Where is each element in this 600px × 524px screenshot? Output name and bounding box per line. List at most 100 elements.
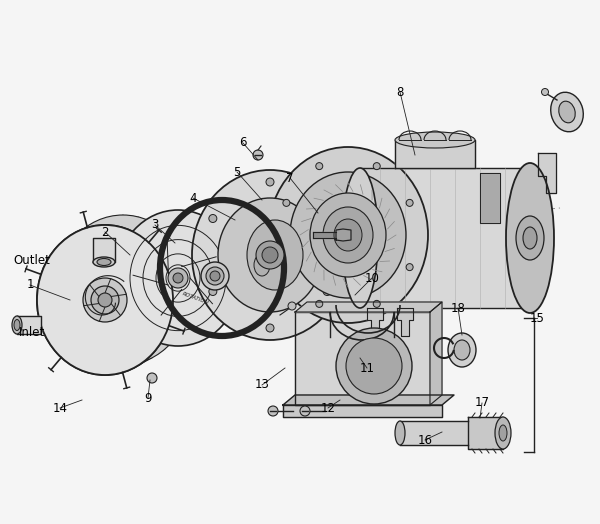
Polygon shape [395,140,475,168]
Polygon shape [283,405,442,417]
Text: ROTATION: ROTATION [182,291,210,305]
Text: 4: 4 [189,191,197,204]
Polygon shape [400,421,468,445]
Text: 18: 18 [451,301,466,314]
Ellipse shape [499,425,507,441]
Circle shape [542,89,548,95]
Text: 10: 10 [365,271,379,285]
Circle shape [316,300,323,308]
Polygon shape [283,395,454,405]
Polygon shape [360,168,530,308]
Polygon shape [468,417,503,449]
Ellipse shape [448,333,476,367]
Ellipse shape [37,225,173,375]
Circle shape [168,268,188,288]
Circle shape [147,373,157,383]
Ellipse shape [12,316,22,334]
Circle shape [373,162,380,170]
Ellipse shape [346,338,402,394]
Circle shape [91,286,119,314]
Polygon shape [480,173,500,223]
Ellipse shape [201,262,229,290]
Text: 17: 17 [475,397,490,409]
Circle shape [283,199,290,206]
Text: 12: 12 [320,401,335,414]
Ellipse shape [93,257,115,267]
Polygon shape [367,308,383,336]
Text: 9: 9 [144,391,152,405]
Circle shape [283,264,290,270]
Text: 6: 6 [239,136,247,149]
Circle shape [262,247,278,263]
Circle shape [406,264,413,270]
Ellipse shape [116,210,240,346]
Polygon shape [93,238,115,262]
Text: 2: 2 [101,225,109,238]
Polygon shape [430,302,442,405]
Ellipse shape [290,172,406,298]
Polygon shape [313,232,336,238]
Ellipse shape [310,193,386,277]
Circle shape [373,300,380,308]
Ellipse shape [454,340,470,360]
Text: 13: 13 [254,378,269,391]
Circle shape [316,162,323,170]
Ellipse shape [495,417,511,449]
Circle shape [323,288,331,296]
Circle shape [256,241,284,269]
Circle shape [300,406,310,416]
Text: 1: 1 [26,278,34,291]
Text: Inlet: Inlet [19,325,45,339]
Ellipse shape [395,421,405,445]
Ellipse shape [506,163,554,313]
Circle shape [98,293,112,307]
Polygon shape [336,229,351,241]
Ellipse shape [97,258,111,266]
Circle shape [268,406,278,416]
Ellipse shape [218,198,322,312]
Text: 3: 3 [151,219,158,232]
Ellipse shape [55,215,191,365]
Text: 5: 5 [233,166,241,179]
Text: 16: 16 [418,433,433,446]
Ellipse shape [192,170,348,340]
Ellipse shape [559,101,575,123]
Text: 15: 15 [530,311,544,324]
Ellipse shape [523,227,537,249]
Ellipse shape [342,168,378,308]
Circle shape [266,324,274,332]
Polygon shape [295,302,442,312]
Ellipse shape [37,225,173,375]
Circle shape [406,199,413,206]
Circle shape [323,214,331,223]
Polygon shape [397,308,413,336]
Circle shape [266,178,274,186]
Ellipse shape [323,207,373,263]
Ellipse shape [268,147,428,323]
Text: 7: 7 [286,171,294,184]
Text: 11: 11 [359,362,374,375]
Ellipse shape [210,271,220,281]
Circle shape [173,273,183,283]
Ellipse shape [512,168,548,308]
Text: 14: 14 [53,401,67,414]
Circle shape [209,214,217,223]
Ellipse shape [516,216,544,260]
Ellipse shape [336,328,412,404]
Circle shape [288,302,296,310]
Ellipse shape [334,219,362,251]
Circle shape [209,288,217,296]
Ellipse shape [247,220,303,290]
Ellipse shape [254,254,270,276]
Ellipse shape [206,267,224,285]
Polygon shape [538,153,556,193]
Text: 8: 8 [397,85,404,99]
Circle shape [83,278,127,322]
Text: Outlet: Outlet [14,254,50,267]
Ellipse shape [395,132,475,148]
Ellipse shape [551,92,583,132]
Polygon shape [17,316,41,334]
Ellipse shape [14,320,20,331]
Circle shape [253,150,263,160]
Polygon shape [295,312,430,405]
